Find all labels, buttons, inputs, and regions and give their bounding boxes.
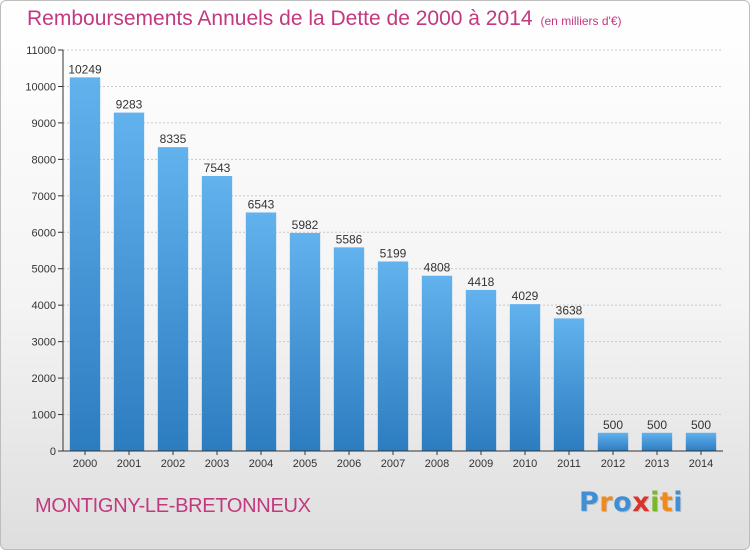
x-tick-label: 2014 — [689, 458, 713, 470]
x-tick-label: 2002 — [161, 458, 185, 470]
data-label-2003: 7543 — [204, 161, 231, 175]
y-tick-label: 0 — [50, 446, 56, 458]
y-tick-label: 1000 — [32, 410, 56, 422]
data-label-2005: 5982 — [292, 218, 319, 232]
x-tick-label: 2007 — [381, 458, 405, 470]
x-tick-label: 2009 — [469, 458, 493, 470]
x-tick-label: 2013 — [645, 458, 669, 470]
data-label-2012: 500 — [603, 418, 623, 432]
data-label-2013: 500 — [647, 418, 667, 432]
y-tick-label: 10000 — [25, 81, 56, 93]
bar-2006 — [333, 247, 365, 451]
bar-2009 — [465, 289, 497, 451]
y-tick-label: 5000 — [32, 264, 56, 276]
chart-title: Remboursements Annuels de la Dette de 20… — [27, 7, 622, 31]
data-label-2001: 9283 — [116, 98, 143, 112]
y-tick-label: 7000 — [32, 191, 56, 203]
data-label-2002: 8335 — [160, 132, 187, 146]
x-tick-label: 2008 — [425, 458, 449, 470]
y-tick-label: 9000 — [32, 118, 56, 130]
x-tick-label: 2003 — [205, 458, 229, 470]
data-label-2007: 5199 — [380, 246, 407, 260]
data-label-2000: 10249 — [68, 62, 102, 76]
data-label-2009: 4418 — [468, 275, 495, 289]
logo-letter: i — [650, 487, 660, 518]
bar-2011 — [553, 318, 585, 451]
data-label-2008: 4808 — [424, 261, 451, 275]
bar-2003 — [201, 176, 233, 451]
bar-2001 — [113, 112, 145, 451]
commune-name: MONTIGNY-LE-BRETONNEUX — [35, 495, 311, 517]
bar-2004 — [245, 212, 277, 451]
logo-letter: r — [599, 487, 614, 518]
x-tick-label: 2010 — [513, 458, 537, 470]
x-tick-label: 2004 — [249, 458, 273, 470]
bar-2008 — [421, 275, 453, 451]
proxiti-logo: Proxiti — [579, 487, 683, 518]
logo-letter: o — [613, 487, 633, 518]
axes: 0 1000 2000 3000 4000 5000 6000 7000 8000 9000 100… — [25, 45, 723, 470]
x-tick-label: 2012 — [601, 458, 625, 470]
data-label-2006: 5586 — [336, 232, 363, 246]
data-label-2011: 3638 — [556, 303, 583, 317]
bar-2012 — [597, 432, 629, 451]
data-label-2010: 4029 — [512, 289, 539, 303]
chart-title-text: Remboursements Annuels de la Dette de 20… — [27, 7, 533, 30]
logo-letter: P — [579, 487, 600, 518]
data-label-2004: 6543 — [248, 197, 275, 211]
x-tick-label: 2000 — [73, 458, 97, 470]
logo-letter: i — [673, 487, 684, 518]
bar-2002 — [157, 147, 189, 451]
data-labels: 10249 9283 8335 7543 6543 5982 5586 5199 4808 441… — [68, 62, 711, 431]
bar-2014 — [685, 432, 717, 451]
y-tick-label: 4000 — [32, 300, 56, 312]
x-tick-label: 2006 — [337, 458, 361, 470]
x-tick-label: 2011 — [557, 458, 581, 470]
x-tick-label: 2005 — [293, 458, 317, 470]
logo-letter: t — [659, 487, 674, 518]
bar-2007 — [377, 261, 409, 451]
bar-2000 — [69, 77, 101, 451]
y-tick-label: 2000 — [32, 373, 56, 385]
logo-letter: x — [632, 487, 651, 518]
y-tick-label: 6000 — [32, 227, 56, 239]
chart-unit: (en milliers d'€) — [540, 14, 622, 28]
bar-2013 — [641, 432, 673, 451]
data-label-2014: 500 — [691, 418, 711, 432]
y-tick-label: 11000 — [26, 45, 56, 57]
bars — [69, 77, 717, 451]
y-tick-label: 8000 — [32, 154, 56, 166]
bar-2005 — [289, 232, 321, 451]
y-tick-label: 3000 — [32, 337, 56, 349]
bar-2010 — [509, 304, 541, 451]
x-tick-label: 2001 — [117, 458, 141, 470]
